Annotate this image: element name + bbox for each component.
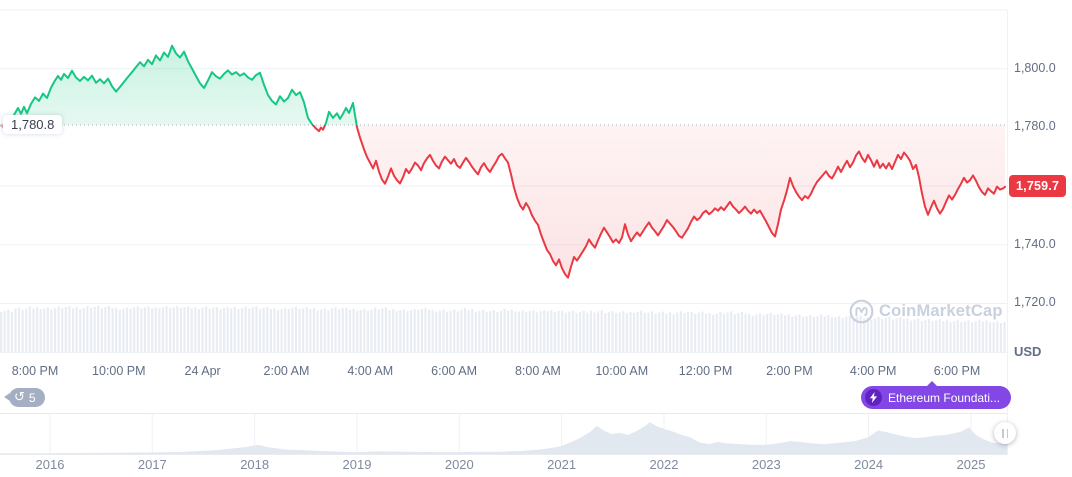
watermark-text: CoinMarketCap xyxy=(879,302,1003,320)
y-axis-unit-label: USD xyxy=(1014,344,1042,359)
x-tick-label: 2:00 AM xyxy=(263,364,310,378)
x-tick-label: 6:00 AM xyxy=(431,364,478,378)
navigator-drag-handle[interactable] xyxy=(994,422,1016,444)
lightning-bolt-icon xyxy=(865,389,882,406)
volume-baseline xyxy=(0,352,1007,353)
year-label: 2024 xyxy=(854,457,884,472)
history-clock-icon: ↺ xyxy=(14,390,25,405)
year-label: 2018 xyxy=(240,457,270,472)
axis-divider xyxy=(1007,10,1008,455)
ethereum-foundation-annotation-badge[interactable]: Ethereum Foundati... xyxy=(861,381,1012,409)
annotation-label: Ethereum Foundati... xyxy=(888,390,1001,405)
year-label: 2019 xyxy=(342,457,372,472)
x-tick-label: 12:00 PM xyxy=(678,364,733,378)
annotation-history-badge[interactable]: ↺ 5 xyxy=(4,388,45,407)
price-chart[interactable] xyxy=(0,0,1007,413)
year-label: 2021 xyxy=(547,457,577,472)
x-tick-label: 4:00 AM xyxy=(347,364,394,378)
x-tick-label: 4:00 PM xyxy=(849,364,897,378)
x-tick-label: 6:00 PM xyxy=(933,364,981,378)
year-label: 2022 xyxy=(649,457,679,472)
x-tick-label: 2:00 PM xyxy=(766,364,813,378)
timeline-navigator[interactable] xyxy=(0,413,1007,455)
last-price-badge: 1,759.7 xyxy=(1009,175,1067,197)
y-tick-label: 1,720.0 xyxy=(1014,295,1056,310)
x-tick-label: 10:00 AM xyxy=(595,364,649,378)
x-tick-label: 24 Apr xyxy=(184,364,221,378)
x-tick-label: 8:00 PM xyxy=(11,364,59,378)
x-tick-label: 10:00 PM xyxy=(92,364,146,378)
x-tick-label: 8:00 AM xyxy=(514,364,561,378)
navigator-chart xyxy=(0,414,1007,454)
baseline-price-tag: 1,780.8 xyxy=(3,115,63,134)
y-tick-label: 1,740.0 xyxy=(1014,236,1056,251)
history-count: 5 xyxy=(28,390,36,405)
coinmarketcap-logo-icon xyxy=(849,299,874,324)
year-label: 2016 xyxy=(35,457,65,472)
year-label: 2025 xyxy=(956,457,986,472)
year-label: 2017 xyxy=(137,457,167,472)
y-tick-label: 1,780.0 xyxy=(1014,119,1056,134)
coinmarketcap-watermark: CoinMarketCap xyxy=(849,299,1003,324)
y-tick-label: 1,800.0 xyxy=(1014,60,1056,75)
year-label: 2023 xyxy=(751,457,781,472)
year-label: 2020 xyxy=(444,457,474,472)
